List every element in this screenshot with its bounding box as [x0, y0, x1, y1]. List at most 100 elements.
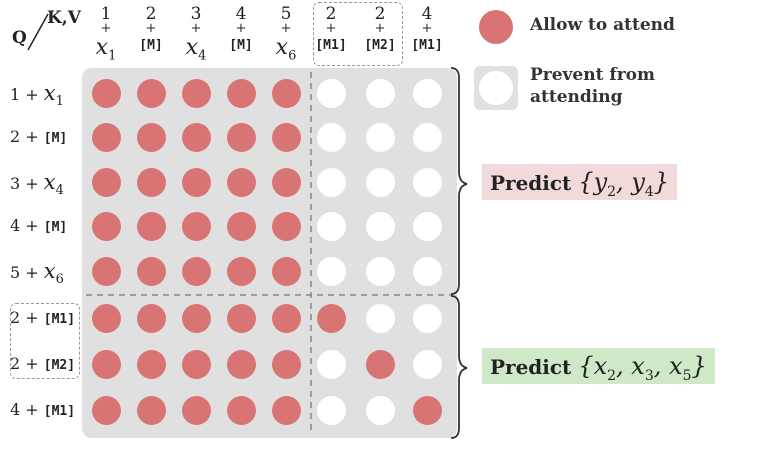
allow-dot [227, 212, 256, 241]
allow-dot [137, 123, 166, 152]
row-header: 2 + [M2] [10, 349, 80, 379]
mask-token: [M] [229, 38, 253, 53]
variable-token: x4 [43, 170, 64, 199]
allow-dot [137, 304, 166, 333]
allow-dot [272, 79, 301, 108]
allow-dot [227, 123, 256, 152]
prevent-dot [413, 212, 442, 241]
mask-token: [M2] [364, 38, 396, 53]
column-token: x4 [174, 35, 218, 64]
variable-token: x6 [275, 35, 297, 64]
allow-dot [272, 257, 301, 286]
allow-dot [272, 350, 301, 379]
column-header: 4 + [M] [219, 4, 263, 53]
row-position: 5 + [10, 263, 44, 282]
prevent-dot [366, 79, 395, 108]
prevent-dot [366, 212, 395, 241]
column-token: [M2] [358, 37, 402, 52]
row-position: 2 + [10, 308, 44, 327]
predicted-token: x3 [631, 352, 654, 384]
variable-token: x1 [95, 35, 117, 64]
prevent-dot [413, 257, 442, 286]
mask-token: [M1] [315, 38, 347, 53]
column-plus: + [100, 21, 112, 36]
prediction-label: Predict [490, 171, 572, 195]
prevent-dot [366, 304, 395, 333]
query-axis-label: Q [12, 28, 27, 48]
column-header: 2 + [M] [129, 4, 173, 53]
prevent-dot [413, 304, 442, 333]
allow-dot [137, 168, 166, 197]
prevent-dot [366, 396, 395, 425]
allow-dot [92, 212, 121, 241]
allow-dot [182, 350, 211, 379]
column-token: [M] [129, 37, 173, 52]
legend-allow-swatch [479, 10, 513, 44]
allow-dot [137, 212, 166, 241]
row-position: 1 + [10, 85, 44, 104]
prevent-dot [366, 123, 395, 152]
column-header: 3 + x4 [174, 4, 218, 64]
mask-columns-highlight [313, 2, 403, 66]
allow-dot [272, 304, 301, 333]
prevent-dot [413, 79, 442, 108]
allow-dot [137, 257, 166, 286]
column-position: 2 [145, 4, 157, 24]
variable-token: x4 [185, 35, 207, 64]
row-position: 2 + [10, 127, 44, 146]
column-token: [M1] [405, 37, 449, 52]
column-header: 4 + [M1] [405, 4, 449, 53]
column-position: 4 [235, 4, 247, 24]
allow-dot [137, 79, 166, 108]
column-position: 3 [190, 4, 202, 24]
allow-dot [182, 168, 211, 197]
column-position: 2 [374, 4, 386, 24]
allow-dot [137, 396, 166, 425]
prevent-dot [317, 396, 346, 425]
mask-token: [M] [139, 38, 163, 53]
allow-dot [272, 396, 301, 425]
allow-dot [182, 396, 211, 425]
column-token: x1 [84, 35, 128, 64]
mask-token: [M1] [43, 404, 76, 419]
prevent-dot [366, 168, 395, 197]
allow-dot [317, 304, 346, 333]
column-plus: + [421, 21, 433, 36]
column-position: 2 [325, 4, 337, 24]
allow-dot [92, 79, 121, 108]
row-header: 1 + x1 [10, 78, 80, 109]
column-plus: + [190, 21, 202, 36]
row-header: 2 + [M1] [10, 303, 80, 333]
column-header: 2 + [M2] [358, 4, 402, 53]
row-header: 3 + x4 [10, 167, 80, 199]
allow-dot [272, 123, 301, 152]
allow-dot [182, 304, 211, 333]
prevent-dot [413, 123, 442, 152]
column-position: 1 [100, 4, 112, 24]
column-plus: + [374, 21, 386, 36]
allow-dot [92, 350, 121, 379]
allow-dot [227, 79, 256, 108]
column-position: 4 [421, 4, 433, 24]
allow-dot [227, 350, 256, 379]
column-position: 5 [280, 4, 292, 24]
prediction-set: {x2, x3, x5} [578, 352, 707, 384]
mask-rows-highlight [10, 303, 80, 379]
allow-dot [366, 350, 395, 379]
legend-prevent-swatch [479, 71, 513, 105]
matrix-dividers [86, 72, 453, 434]
prediction-set: {y2, y4} [578, 168, 670, 200]
allow-dot [182, 123, 211, 152]
allow-dot [413, 396, 442, 425]
key-value-axis-label: K,V [47, 8, 81, 28]
row-position: 4 + [10, 400, 44, 419]
prevent-dot [317, 123, 346, 152]
variable-token: x6 [43, 259, 64, 288]
legend-prevent-label: Prevent from attending [530, 65, 655, 108]
mask-token: [M2] [43, 358, 76, 373]
allow-dot [92, 123, 121, 152]
allow-dot [137, 350, 166, 379]
upper-brace-icon [450, 67, 468, 295]
prevent-dot [413, 350, 442, 379]
prevent-dot [366, 257, 395, 286]
